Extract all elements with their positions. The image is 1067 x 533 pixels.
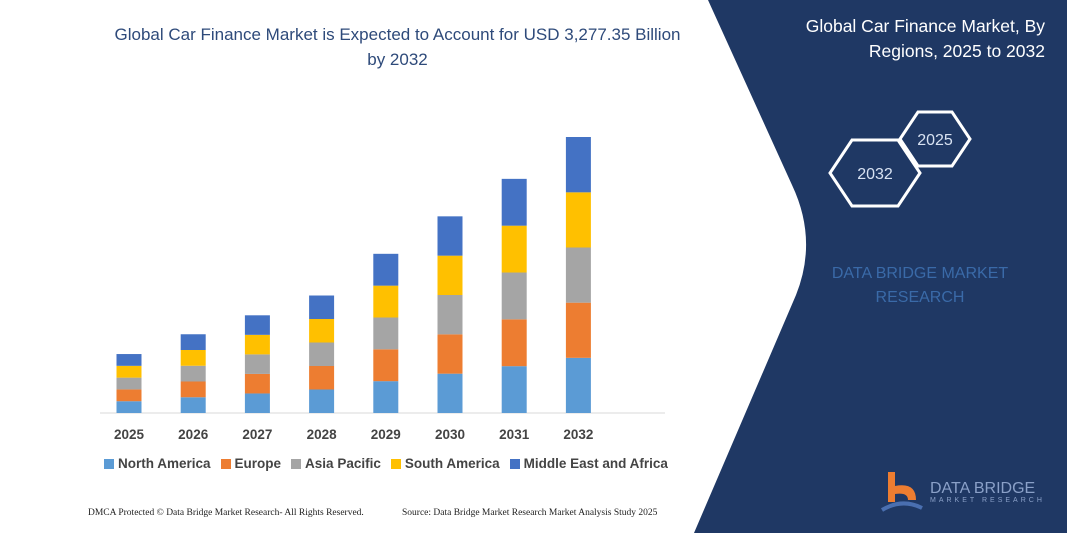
x-tick-label: 2032 — [563, 427, 593, 442]
footer-source: Source: Data Bridge Market Research Mark… — [402, 508, 658, 518]
bar-2026-asia-pacific — [180, 365, 206, 382]
bar-2029-europe — [373, 349, 399, 382]
legend-label: Middle East and Africa — [523, 456, 668, 471]
bar-2029-north-america — [373, 381, 399, 413]
chart-title: Global Car Finance Market is Expected to… — [114, 25, 681, 69]
bar-2026-south-america — [180, 350, 206, 366]
side-panel-title: Global Car Finance Market, By Regions, 2… — [805, 16, 1045, 61]
legend-item: South America — [390, 456, 500, 471]
bar-2029-asia-pacific — [373, 317, 399, 350]
legend-swatch — [509, 458, 520, 469]
bar-2032-north-america — [565, 357, 591, 413]
bar-2026-north-america — [180, 397, 206, 413]
bar-2031-asia-pacific — [501, 272, 527, 320]
bar-2027-south-america — [244, 334, 270, 355]
footer-copyright: DMCA Protected © Data Bridge Market Rese… — [88, 508, 364, 518]
bar-2030-south-america — [437, 255, 463, 296]
x-tick-label: 2027 — [242, 427, 272, 442]
bar-2028-europe — [309, 366, 335, 390]
legend-label: South America — [404, 456, 500, 471]
bar-2026-europe — [180, 381, 206, 398]
bar-2029-middle-east-and-africa — [373, 253, 399, 286]
x-tick-label: 2028 — [307, 427, 338, 442]
bar-2025-south-america — [116, 365, 142, 378]
hexagon-2032 — [828, 138, 922, 208]
bar-2028-south-america — [309, 319, 335, 343]
watermark-text: DATA BRIDGE MARKET RESEARCH — [831, 265, 1009, 306]
hexagon-2025 — [898, 110, 972, 168]
bar-2032-europe — [565, 302, 591, 358]
bar-2028-asia-pacific — [309, 342, 335, 367]
legend-label: Europe — [234, 456, 282, 471]
x-tick-label: 2026 — [178, 427, 209, 442]
logo: DATA BRIDGE MARKET RESEARCH — [880, 470, 1045, 514]
legend-item: Asia Pacific — [291, 456, 381, 471]
bar-2025-asia-pacific — [116, 377, 142, 390]
legend-swatch — [220, 458, 231, 469]
x-tick-label: 2029 — [371, 427, 401, 442]
bar-2028-middle-east-and-africa — [309, 295, 335, 320]
x-tick-label: 2030 — [435, 427, 465, 442]
legend-swatch — [104, 458, 114, 469]
bar-2026-middle-east-and-africa — [180, 334, 206, 351]
bar-2032-asia-pacific — [565, 247, 591, 303]
legend-swatch — [390, 458, 401, 469]
logo-icon — [880, 472, 923, 512]
bar-2028-north-america — [309, 389, 335, 413]
hex-2032-label: 2032 — [857, 166, 893, 183]
bar-2027-europe — [244, 373, 270, 394]
bar-2032-middle-east-and-africa — [565, 137, 591, 193]
bar-2031-north-america — [501, 366, 527, 413]
bar-2027-middle-east-and-africa — [244, 315, 270, 335]
x-tick-label: 2031 — [499, 427, 530, 442]
bar-2029-south-america — [373, 285, 399, 318]
bar-2025-north-america — [116, 401, 142, 413]
legend-label: North America — [118, 456, 211, 471]
legend-item: Middle East and Africa — [509, 456, 668, 471]
legend-item: Europe — [220, 456, 282, 471]
bar-2025-middle-east-and-africa — [116, 354, 142, 366]
bar-2027-asia-pacific — [244, 354, 270, 374]
legend-label: Asia Pacific — [305, 456, 381, 471]
bar-2030-middle-east-and-africa — [437, 216, 463, 256]
logo-name: DATA BRIDGE — [930, 479, 1036, 497]
logo-subtitle: MARKET RESEARCH — [930, 496, 1045, 504]
bar-2031-south-america — [501, 225, 527, 273]
legend-swatch — [291, 458, 302, 469]
side-panel-background — [694, 0, 1067, 533]
x-tick-label: 2025 — [114, 427, 145, 442]
legend: North America Europe Asia Pacific South Ame… — [104, 456, 668, 471]
bar-2031-middle-east-and-africa — [501, 178, 527, 226]
bar-2030-asia-pacific — [437, 295, 463, 335]
bar-2030-europe — [437, 334, 463, 374]
hex-2025-label: 2025 — [917, 132, 953, 149]
bar-2032-south-america — [565, 192, 591, 248]
bar-2031-europe — [501, 319, 527, 367]
bar-2027-north-america — [244, 393, 270, 413]
bar-2030-north-america — [437, 373, 463, 413]
legend-item: North America — [104, 456, 211, 471]
bar-2025-europe — [116, 389, 142, 402]
